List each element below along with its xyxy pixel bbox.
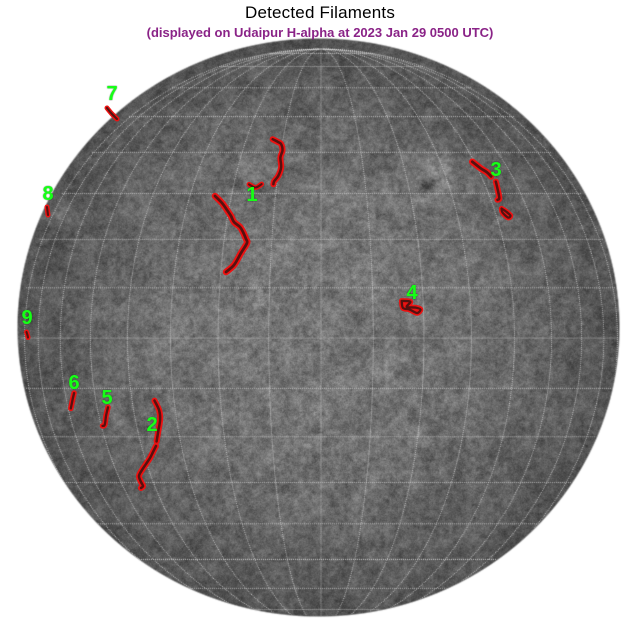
svg-text:3: 3 <box>490 159 501 181</box>
svg-text:2: 2 <box>146 414 157 436</box>
svg-text:5: 5 <box>101 387 112 409</box>
svg-text:7: 7 <box>106 83 117 105</box>
svg-text:9: 9 <box>21 307 32 329</box>
svg-text:1: 1 <box>246 184 257 206</box>
svg-text:4: 4 <box>406 282 418 304</box>
svg-text:6: 6 <box>68 372 79 394</box>
svg-text:8: 8 <box>42 183 53 205</box>
